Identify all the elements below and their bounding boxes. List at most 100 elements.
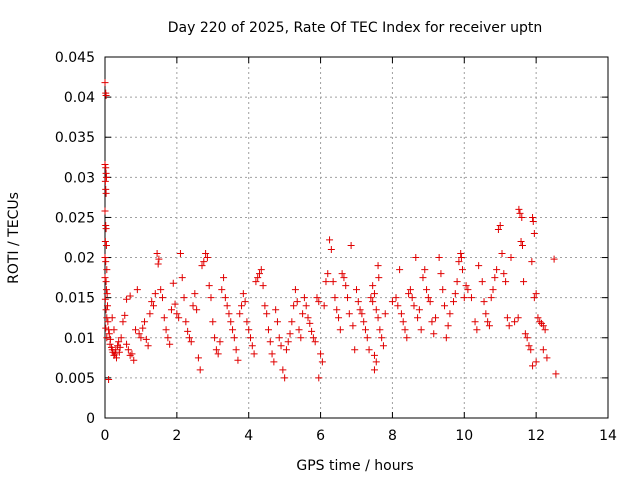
- data-point: [458, 266, 466, 274]
- data-point: [498, 250, 506, 258]
- data-point: [182, 318, 190, 326]
- data-point: [189, 302, 197, 310]
- data-point: [338, 270, 346, 278]
- data-point: [327, 246, 335, 254]
- data-point: [419, 274, 427, 282]
- data-point: [216, 338, 224, 346]
- data-point: [517, 238, 525, 246]
- data-point: [430, 330, 438, 338]
- data-point: [408, 294, 416, 302]
- data-point: [329, 278, 337, 286]
- grid-lines: [105, 57, 608, 418]
- data-point: [202, 250, 210, 258]
- data-point: [552, 370, 560, 378]
- data-point: [108, 314, 116, 322]
- data-point: [363, 334, 371, 342]
- data-point: [102, 92, 110, 100]
- data-point: [326, 236, 334, 244]
- data-point: [302, 302, 310, 310]
- data-point: [374, 262, 382, 270]
- data-point: [272, 306, 280, 314]
- data-point: [482, 310, 490, 318]
- data-point: [102, 189, 110, 197]
- data-point: [284, 338, 292, 346]
- x-tick-label: 6: [316, 428, 325, 444]
- data-point: [426, 298, 434, 306]
- data-point: [324, 270, 332, 278]
- data-point: [315, 298, 323, 306]
- data-point: [270, 358, 278, 366]
- data-point: [279, 366, 287, 374]
- data-point: [223, 302, 231, 310]
- data-point: [158, 294, 166, 302]
- y-tick-label: 0: [86, 411, 95, 427]
- data-point: [247, 334, 255, 342]
- data-point: [124, 346, 132, 354]
- data-point: [528, 258, 536, 266]
- data-point: [532, 358, 540, 366]
- data-point: [306, 319, 314, 327]
- data-point: [290, 302, 298, 310]
- data-point: [254, 274, 262, 282]
- data-point: [103, 290, 111, 298]
- data-point: [401, 326, 409, 334]
- data-point: [207, 294, 215, 302]
- x-tick-label: 14: [599, 428, 617, 444]
- x-axis-label: GPS time / hours: [296, 458, 413, 474]
- data-point: [291, 286, 299, 294]
- data-point: [101, 254, 109, 262]
- data-point: [345, 310, 353, 318]
- data-point: [205, 282, 213, 290]
- data-point: [148, 298, 156, 306]
- data-point: [412, 254, 420, 262]
- data-point: [128, 350, 136, 358]
- data-point: [297, 334, 305, 342]
- data-point: [311, 338, 319, 346]
- data-point: [295, 326, 303, 334]
- data-point: [423, 286, 431, 294]
- data-point: [259, 282, 267, 290]
- data-point: [234, 356, 242, 364]
- data-point: [176, 250, 184, 258]
- data-point: [225, 310, 233, 318]
- data-point: [450, 298, 458, 306]
- data-point: [102, 278, 110, 286]
- data-point: [185, 334, 193, 342]
- data-point: [442, 334, 450, 342]
- data-point: [101, 274, 109, 282]
- data-point: [164, 334, 172, 342]
- data-point: [388, 298, 396, 306]
- data-point: [462, 282, 470, 290]
- y-tick-label: 0.015: [55, 291, 95, 307]
- data-point: [309, 334, 317, 342]
- data-point: [541, 326, 549, 334]
- data-point: [102, 173, 110, 181]
- data-point: [507, 254, 515, 262]
- data-point: [187, 338, 195, 346]
- data-point: [123, 340, 131, 348]
- data-point: [493, 266, 501, 274]
- data-point: [358, 310, 366, 318]
- data-point: [133, 286, 141, 294]
- data-point: [126, 351, 134, 359]
- data-point: [142, 335, 150, 343]
- data-point: [356, 306, 364, 314]
- data-point: [252, 278, 260, 286]
- data-point: [446, 310, 454, 318]
- data-point: [257, 266, 265, 274]
- data-point: [432, 314, 440, 322]
- data-point: [191, 290, 199, 298]
- data-point: [372, 306, 380, 314]
- data-point: [378, 334, 386, 342]
- data-point: [331, 294, 339, 302]
- data-point: [209, 318, 217, 326]
- data-point: [489, 286, 497, 294]
- x-tick-label: 4: [244, 428, 253, 444]
- data-point: [349, 322, 357, 330]
- data-point: [369, 282, 377, 290]
- data-point: [169, 279, 177, 287]
- data-point: [286, 330, 294, 338]
- data-point: [550, 255, 558, 263]
- data-point: [264, 326, 272, 334]
- data-point: [135, 330, 143, 338]
